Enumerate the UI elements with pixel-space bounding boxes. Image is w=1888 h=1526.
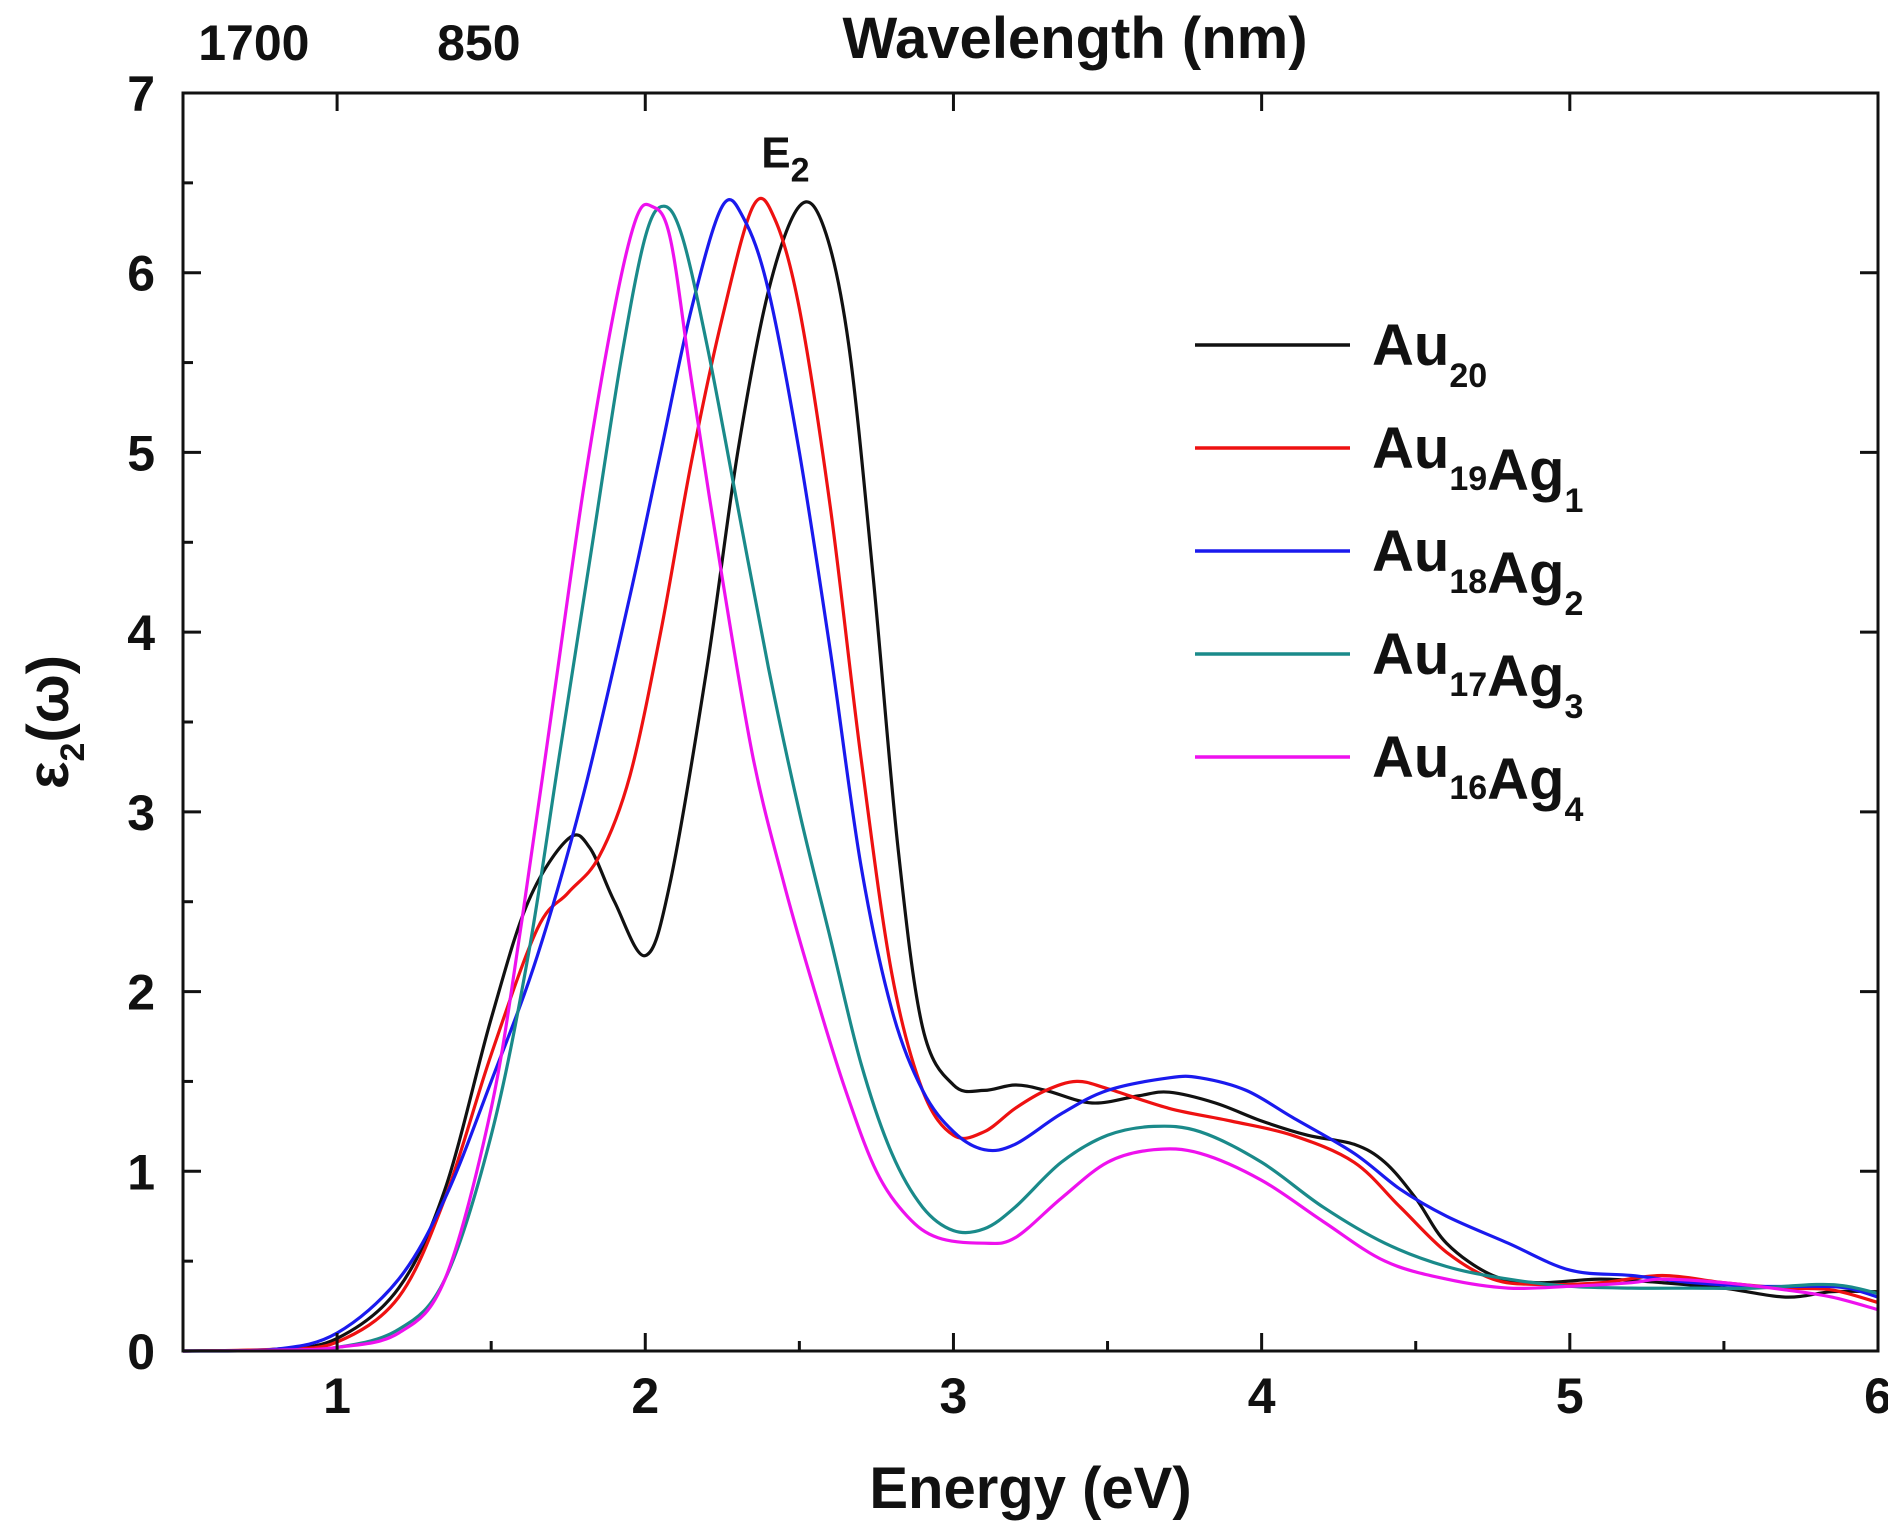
legend-label-0: Au20 — [1372, 313, 1487, 395]
y-tick-label: 7 — [127, 66, 155, 122]
curves-layer — [182, 196, 1879, 1353]
ticks-layer — [181, 91, 1880, 1353]
y-tick-label: 1 — [127, 1144, 155, 1200]
top-tick-label: 850 — [437, 15, 520, 71]
y-tick-label: 6 — [127, 246, 155, 302]
y-tick-label: 5 — [127, 425, 155, 481]
top-tick-label: 1700 — [198, 15, 309, 71]
y-axis-title: ε2(ω) — [16, 655, 92, 789]
y-tick-label: 3 — [127, 785, 155, 841]
y-tick-label: 0 — [127, 1324, 155, 1380]
x-tick-label: 4 — [1248, 1368, 1276, 1424]
x-tick-label: 3 — [940, 1368, 968, 1424]
series-line-3 — [182, 204, 1879, 1353]
y-tick-label: 4 — [127, 605, 155, 661]
x-tick-label: 6 — [1864, 1368, 1888, 1424]
x-axis-title: Energy (eV) — [869, 1456, 1191, 1521]
legend-label-1: Au19Ag1 — [1372, 416, 1583, 520]
series-line-2 — [182, 198, 1879, 1353]
series-line-0 — [182, 200, 1879, 1353]
top-axis-title: Wavelength (nm) — [842, 6, 1307, 71]
legend-label-4: Au16Ag4 — [1372, 725, 1583, 829]
peak-annotation: E2 — [761, 128, 809, 189]
x-tick-label: 2 — [631, 1368, 659, 1424]
x-tick-label: 5 — [1556, 1368, 1584, 1424]
y-tick-label: 2 — [127, 965, 155, 1021]
series-line-4 — [182, 202, 1879, 1353]
legend-label-3: Au17Ag3 — [1372, 622, 1583, 726]
plot-frame — [181, 91, 1880, 1353]
legend-label-2: Au18Ag2 — [1372, 519, 1583, 623]
labels-layer: 1 2 3 4 5 6 0 1 2 3 4 5 6 7 1700 850 Energy (eV) Waveleng… — [16, 6, 1888, 1521]
series-line-1 — [182, 196, 1879, 1353]
x-tick-label: 1 — [323, 1368, 351, 1424]
